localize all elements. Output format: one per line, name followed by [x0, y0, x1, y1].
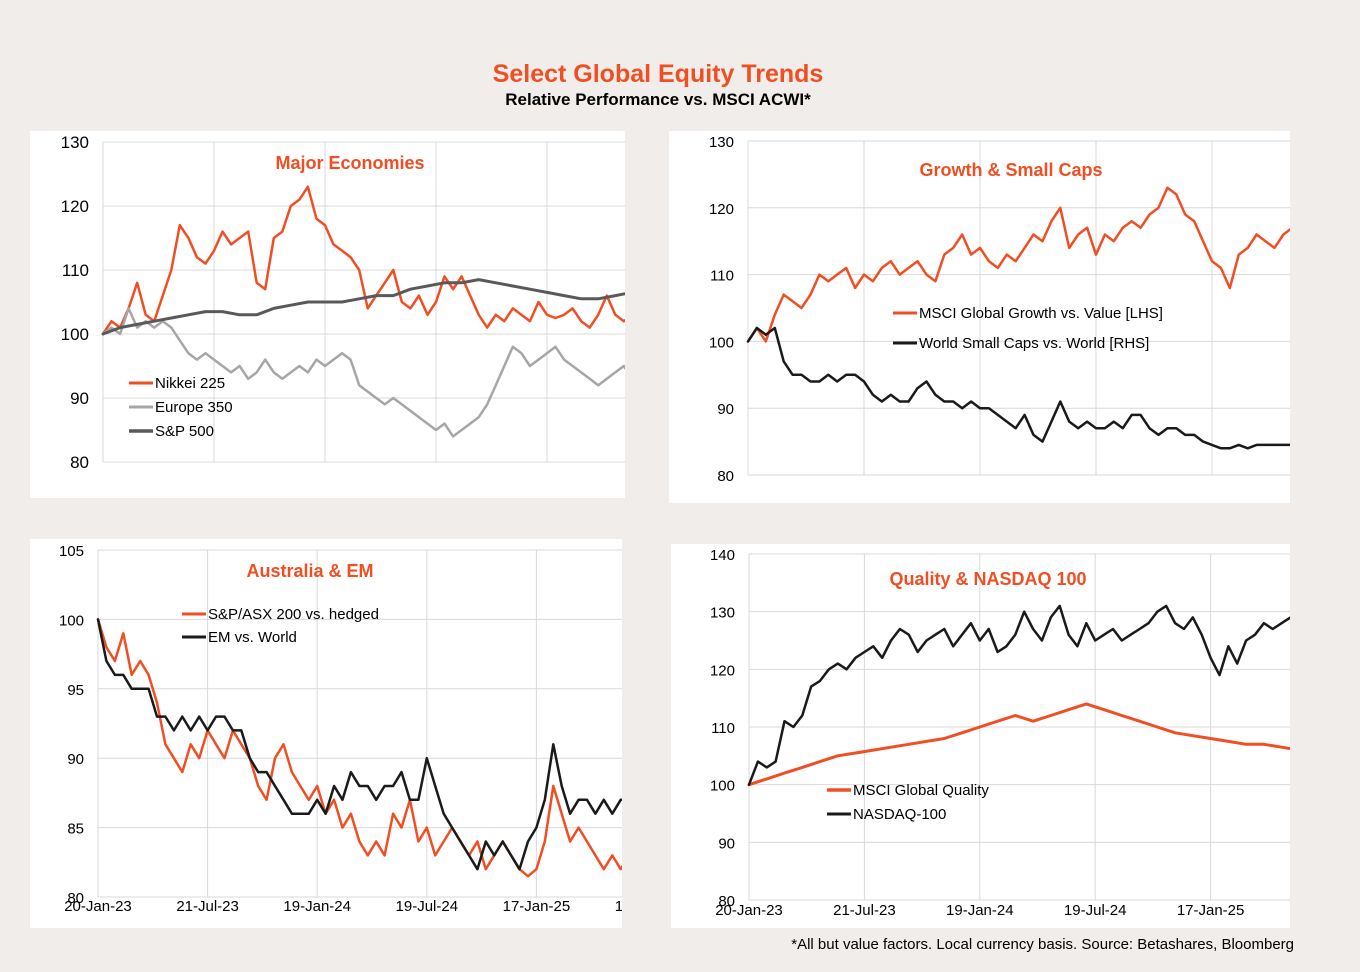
series-line-2 — [746, 326, 1290, 450]
y-tick-label: 100 — [710, 778, 735, 795]
chart-panel-quality-nasdaq: 80 90 100 110 120 130 140 20-Jan-23 21-Jul-23 19-… — [671, 544, 1290, 928]
y-tick-label: 80 — [67, 890, 84, 907]
series-line-2 — [747, 604, 1290, 786]
legend-label: World Small Caps vs. World [RHS] — [919, 335, 1149, 352]
y-tick-label: 110 — [62, 261, 89, 280]
chart-title: Australia & EM — [246, 561, 373, 581]
x-tick-label: 20-Jan-23 — [64, 898, 132, 915]
series-line-2 — [96, 618, 622, 871]
series-line-1 — [96, 618, 622, 878]
x-tick-label: 20-Jan-23 — [715, 902, 783, 919]
x-tick-label: 19-Jan-24 — [283, 898, 351, 915]
legend-label: Nikkei 225 — [155, 375, 225, 392]
legend-label: EM vs. World — [208, 629, 297, 646]
y-tick-label: 95 — [67, 682, 84, 699]
y-tick-label: 105 — [59, 543, 84, 560]
x-tick-label: 21-Jul-23 — [833, 902, 896, 919]
x-tick-label: 21-Jul-23 — [176, 898, 239, 915]
x-tick-label: 19-Jul-24 — [1064, 902, 1127, 919]
chart-panel-major-economies: 80 90 100 110 120 130 Major Economies Nikkei 22… — [30, 131, 625, 498]
chart-quality-nasdaq: 80 90 100 110 120 130 140 20-Jan-23 21-Jul-23 19-… — [710, 547, 1290, 919]
y-tick-label: 120 — [710, 662, 735, 679]
chart-growth-small-caps: 80 90 100 110 120 130 Growth & Small Caps MSCI … — [709, 134, 1290, 485]
x-tick-label: 17-Jan-25 — [1177, 902, 1245, 919]
chart-major-economies: 80 90 100 110 120 130 Major Economies Nikkei 22… — [61, 133, 625, 472]
y-tick-label: 100 — [61, 325, 89, 344]
y-tick-label: 110 — [710, 268, 734, 285]
legend-label: MSCI Global Growth vs. Value [LHS] — [919, 305, 1163, 322]
chart-panel-australia-em: 80 85 90 95 100 105 20-Jan-23 21-Jul-23 19-Jan-2… — [30, 539, 622, 928]
series-line-1 — [747, 702, 1290, 787]
series-line-2 — [101, 307, 625, 438]
chart-title: Major Economies — [275, 153, 424, 173]
legend-label: MSCI Global Quality — [853, 782, 989, 799]
y-tick-label: 130 — [709, 134, 734, 151]
y-tick-label: 85 — [67, 821, 84, 838]
series-line-1 — [101, 185, 625, 336]
y-tick-label: 80 — [70, 453, 89, 472]
chart-title: Growth & Small Caps — [919, 160, 1102, 180]
x-tick-label: 19-Jan-24 — [946, 902, 1014, 919]
y-tick-label: 130 — [710, 605, 735, 622]
y-tick-label: 120 — [61, 197, 89, 216]
y-tick-label: 120 — [709, 201, 734, 218]
y-tick-label: 90 — [718, 835, 735, 852]
chart-title: Quality & NASDAQ 100 — [889, 569, 1086, 589]
y-tick-label: 130 — [61, 133, 89, 152]
x-tick-label: 19-Jul-24 — [396, 898, 459, 915]
x-tick-label: 18-Jul-25 — [615, 898, 622, 915]
y-tick-label: 90 — [67, 751, 84, 768]
source-footnote: *All but value factors. Local currency b… — [791, 936, 1294, 953]
series-line-3 — [101, 278, 625, 336]
y-tick-label: 80 — [717, 468, 734, 485]
x-tick-label: 17-Jan-25 — [503, 898, 571, 915]
page-title: Select Global Equity Trends — [492, 60, 824, 88]
legend-label: Europe 350 — [155, 399, 233, 416]
y-tick-label: 100 — [709, 334, 734, 351]
y-tick-label: 80 — [718, 893, 735, 910]
legend-label: S&P/ASX 200 vs. hedged — [208, 606, 379, 623]
legend-label: S&P 500 — [155, 423, 214, 440]
page-subtitle: Relative Performance vs. MSCI ACWI* — [505, 90, 811, 109]
series-line-1 — [746, 186, 1290, 343]
y-tick-label: 90 — [717, 401, 734, 418]
chart-panel-growth-small-caps: 80 90 100 110 120 130 Growth & Small Caps MSCI … — [669, 131, 1290, 503]
legend-label: NASDAQ-100 — [853, 806, 946, 823]
y-tick-label: 140 — [710, 547, 735, 564]
y-tick-label: 100 — [59, 612, 84, 629]
chart-australia-em: 80 85 90 95 100 105 20-Jan-23 21-Jul-23 19-Jan-2… — [59, 543, 622, 915]
y-tick-label: 90 — [70, 389, 89, 408]
y-tick-label: 110 — [711, 720, 735, 737]
